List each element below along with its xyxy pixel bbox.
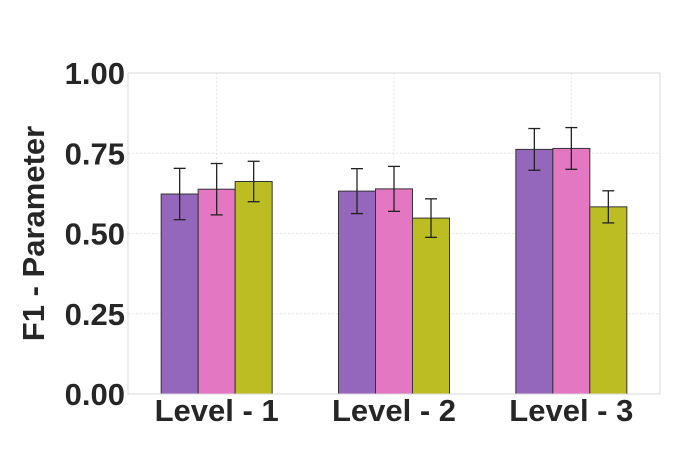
error-bar-series-3-2: [425, 198, 437, 239]
error-bar-series-2-3: [565, 126, 578, 170]
x-tick-label: Level - 1: [155, 393, 279, 428]
x-tick-label: Level - 3: [509, 393, 633, 428]
error-bars: [173, 126, 615, 239]
bar-series-1-2: [338, 190, 376, 395]
error-bar-series-2-2: [388, 165, 400, 213]
error-bar-series-1-2: [351, 168, 363, 215]
bar-series-1-3: [515, 148, 554, 395]
error-bar-series-1-3: [528, 127, 541, 171]
y-axis-label: F1 - Parameter: [16, 126, 51, 341]
x-tick-label: Level - 2: [332, 393, 456, 428]
bar-series-2-3: [552, 147, 591, 395]
bar-series-3-2: [412, 217, 450, 395]
plot-frame: [127, 72, 661, 395]
y-tick-label: 0.50: [65, 217, 125, 252]
bar-series-3-1: [234, 180, 273, 395]
error-bar-series-3-1: [247, 160, 260, 203]
bars: [160, 147, 628, 395]
error-bar-series-2-1: [210, 162, 223, 216]
error-bar-series-1-1: [173, 167, 186, 221]
y-tick-label: 0.75: [65, 136, 125, 171]
bar-series-1-1: [160, 193, 199, 395]
y-tick-label: 1.00: [65, 56, 125, 91]
y-tick-label: 0.00: [65, 377, 125, 412]
y-tick-label: 0.25: [65, 297, 125, 332]
x-tick-labels: Level - 1 Level - 2 Level - 3: [155, 393, 634, 428]
bar-series-3-3: [589, 206, 628, 395]
bar-series-2-2: [375, 188, 413, 395]
y-tick-labels: 0.00 0.25 0.50 0.75 1.00: [65, 56, 125, 412]
bar-series-2-1: [197, 188, 236, 395]
error-bar-series-3-3: [602, 190, 615, 224]
